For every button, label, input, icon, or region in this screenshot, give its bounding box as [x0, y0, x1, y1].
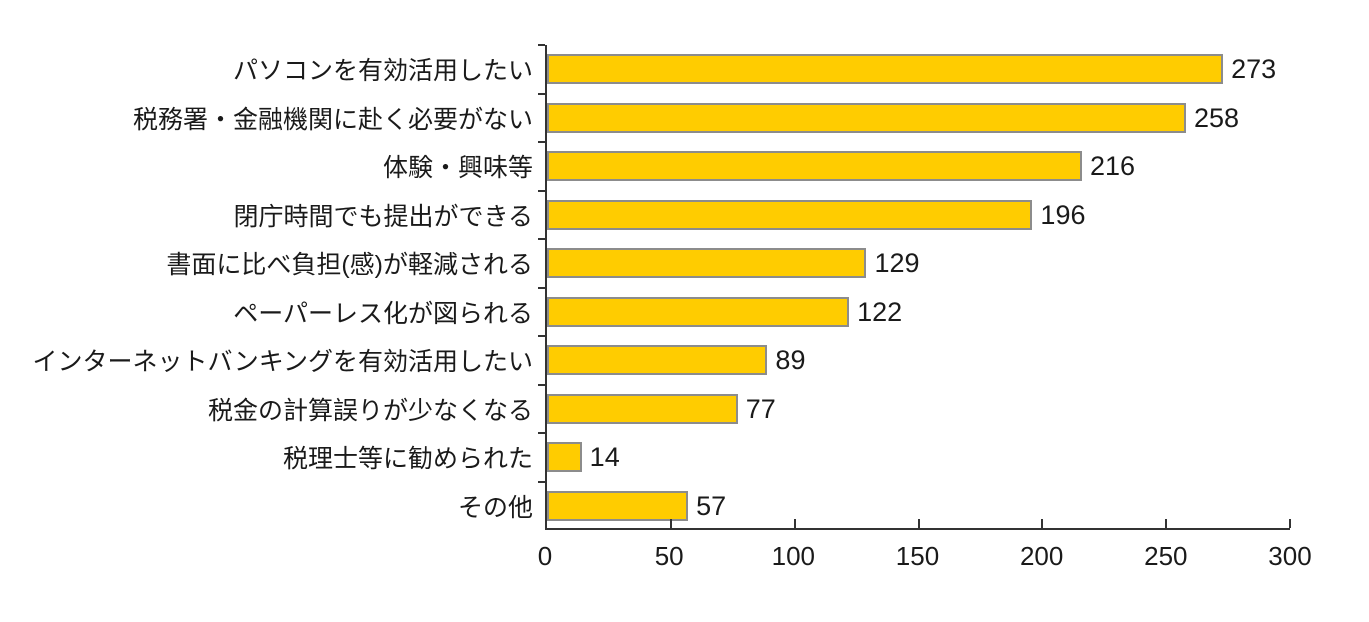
bar-value-label: 14 [589, 442, 620, 473]
y-axis-tick [538, 44, 545, 46]
bar [547, 54, 1224, 85]
x-axis-tick-label: 100 [771, 541, 816, 571]
y-axis-tick [538, 383, 545, 386]
bar-value-label: 129 [874, 248, 920, 279]
x-axis-tick-label: 250 [1144, 541, 1188, 571]
x-axis-tick-label: 150 [895, 541, 940, 571]
x-axis-tick [793, 519, 796, 528]
bar-value-label: 89 [775, 345, 806, 376]
bar-value-label: 258 [1193, 102, 1240, 133]
bar [547, 199, 1033, 230]
x-axis-tick [1289, 519, 1291, 528]
bar-value-label: 77 [745, 393, 776, 424]
bar [547, 393, 738, 424]
plot-area: 273 258 216 196 129 122 89 77 14 57 [538, 44, 1291, 530]
bar-value-label: 122 [857, 296, 903, 327]
category-label: 税金の計算誤りが少なくなる [207, 396, 533, 425]
x-axis-tick-label: 200 [1019, 541, 1064, 571]
y-axis-tick [538, 432, 545, 434]
bar-value-label: 57 [696, 490, 727, 521]
x-axis-tick [917, 519, 920, 528]
category-label: インターネットバンキングを有効活用したい [32, 348, 533, 377]
x-axis-tick [1041, 519, 1044, 528]
category-label: 税務署・金融機関に赴く必要がない [132, 105, 533, 134]
y-axis-tick [538, 238, 545, 240]
y-axis-tick [538, 92, 545, 95]
x-axis-tick [1165, 519, 1168, 528]
category-label: 閉庁時間でも提出ができる [233, 202, 533, 231]
bar-value-label: 216 [1089, 151, 1136, 182]
category-label: パソコンを有効活用したい [232, 57, 533, 86]
bar [547, 248, 867, 279]
bar [547, 296, 850, 327]
category-label: 体験・興味等 [382, 154, 533, 183]
x-axis-tick [669, 519, 672, 528]
category-label: ペーパーレス化が図られる [233, 299, 533, 328]
bar [547, 151, 1082, 182]
category-label: その他 [457, 493, 533, 522]
y-axis-tick [538, 141, 545, 143]
x-axis-tick-label: 50 [654, 541, 684, 571]
bar-value-label: 196 [1040, 199, 1086, 230]
x-axis-tick-label: 300 [1268, 541, 1312, 571]
category-label: 税理士等に勧められた [282, 445, 533, 474]
x-axis-tick-label: 0 [537, 541, 553, 571]
bar [547, 345, 768, 376]
y-axis-tick [538, 480, 545, 483]
y-axis-tick [538, 286, 545, 289]
y-axis-tick [538, 335, 545, 337]
y-axis-tick [538, 189, 545, 192]
category-label: 書面に比べ負担(感)が軽減される [166, 251, 533, 280]
bar [547, 102, 1186, 133]
bar-value-label: 273 [1231, 54, 1277, 85]
bar [547, 490, 689, 521]
bar [547, 442, 582, 473]
